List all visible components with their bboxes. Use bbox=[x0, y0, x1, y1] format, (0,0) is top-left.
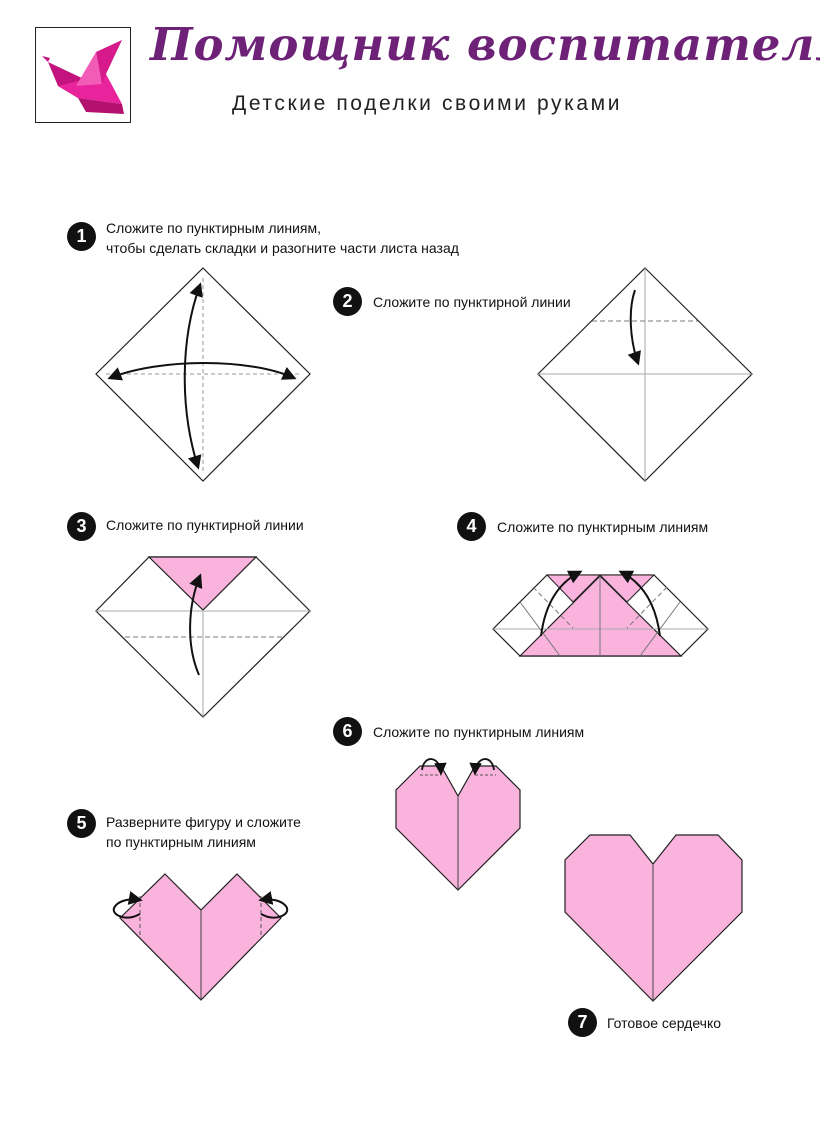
step-2-diagram bbox=[537, 267, 753, 482]
step-4-number: 4 bbox=[457, 512, 486, 541]
step-5-line-2: по пунктирным линиям bbox=[106, 834, 256, 850]
step-4-diagram bbox=[492, 570, 709, 657]
site-subtitle: Детские поделки своими руками bbox=[232, 92, 623, 115]
step-1-line-1: Сложите по пунктирным линиям, bbox=[106, 220, 321, 236]
step-5-line-1: Разверните фигуру и сложите bbox=[106, 814, 301, 830]
step-5-number: 5 bbox=[67, 809, 96, 838]
step-7-text: Готовое сердечко bbox=[607, 1015, 722, 1031]
step-5-diagram bbox=[112, 873, 289, 1001]
step-1-text: Сложите по пунктирным линиям, чтобы сдел… bbox=[106, 218, 459, 258]
step-6-number: 6 bbox=[333, 717, 362, 746]
step-3-number: 3 bbox=[67, 512, 96, 541]
step-2-text: Сложите по пунктирной линии bbox=[373, 294, 571, 310]
step-7-number: 7 bbox=[568, 1008, 597, 1037]
step-4-text: Сложите по пунктирным линиям bbox=[497, 519, 709, 535]
step-1-number: 1 bbox=[67, 222, 96, 251]
step-6-diagram bbox=[395, 758, 521, 891]
step-6-text: Сложите по пунктирным линиям bbox=[373, 724, 585, 740]
step-7-diagram bbox=[564, 834, 743, 1002]
step-5-text: Разверните фигуру и сложите по пунктирны… bbox=[106, 812, 301, 852]
logo bbox=[35, 27, 131, 123]
site-title: Помощник воспитателя bbox=[150, 18, 820, 71]
step-1-line-2: чтобы сделать складки и разогните части … bbox=[106, 240, 459, 256]
step-3-text: Сложите по пунктирной линии bbox=[106, 517, 304, 533]
origami-crane-icon bbox=[42, 40, 124, 114]
step-2-number: 2 bbox=[333, 287, 362, 316]
step-3-diagram bbox=[95, 556, 311, 718]
step-1-diagram bbox=[95, 267, 311, 482]
